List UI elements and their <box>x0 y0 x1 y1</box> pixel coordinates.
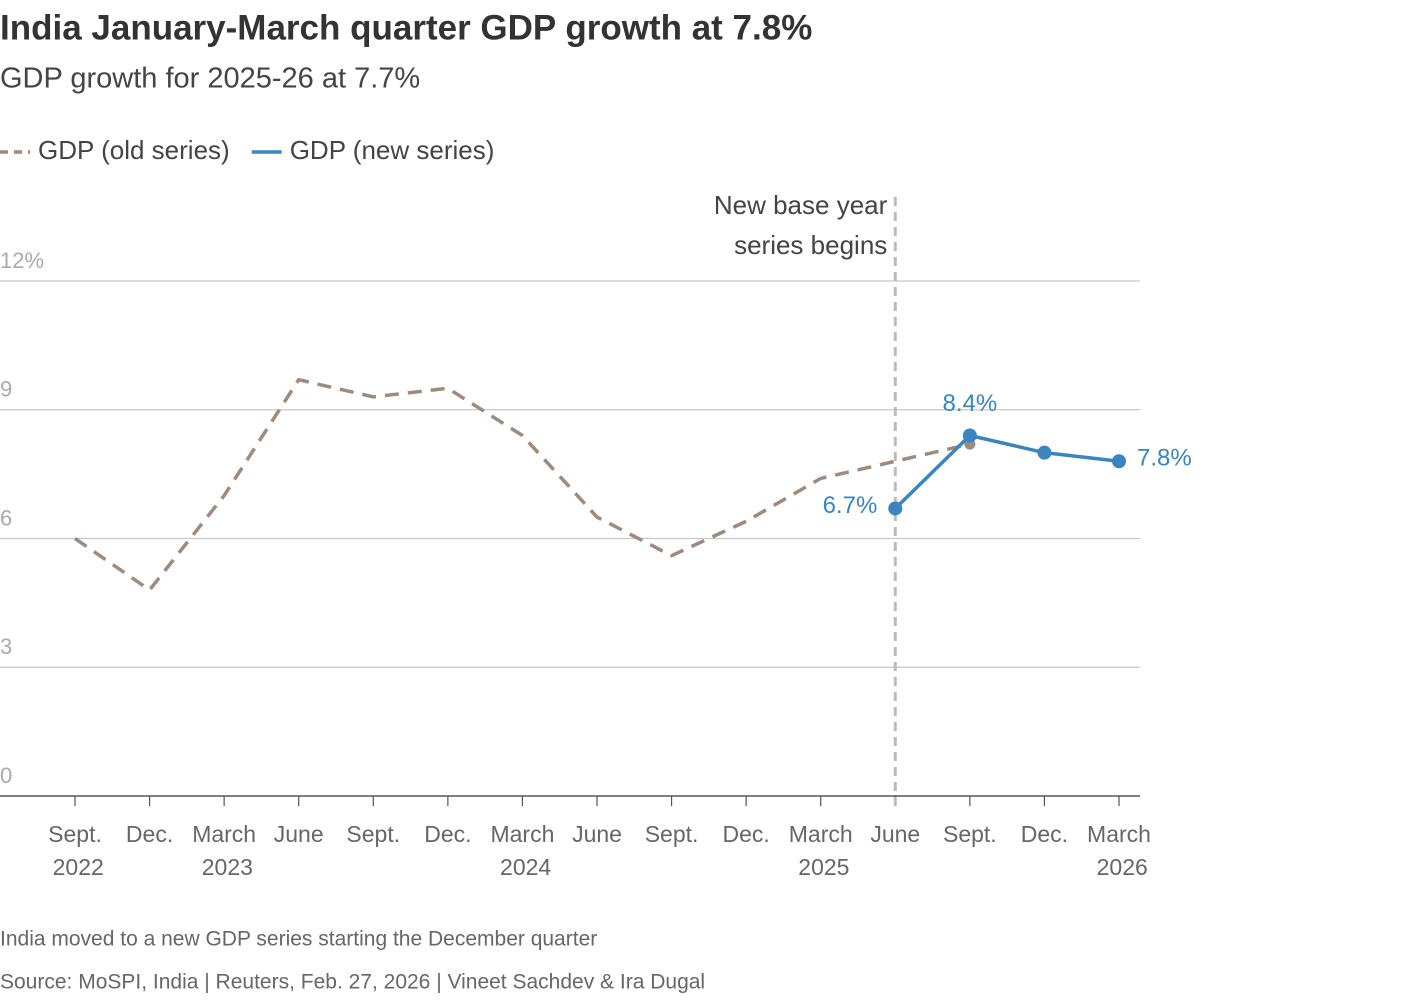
y-tick-label: 0 <box>0 763 12 788</box>
point <box>1112 454 1126 469</box>
x-tick-label: Sept. <box>645 821 699 847</box>
chart-title: India January-March quarter GDP growth a… <box>0 8 812 47</box>
y-tick-label: 3 <box>0 634 12 659</box>
legend-label: GDP (old series) <box>38 135 230 165</box>
x-tick-label: March 2024 <box>490 821 554 880</box>
x-tick-label: June <box>870 821 920 847</box>
annotation-text: New base year <box>714 190 888 220</box>
x-tick-label: March 2023 <box>192 821 256 880</box>
annotation-text: series begins <box>734 230 887 260</box>
series-line <box>894 433 1120 510</box>
x-tick-label: Dec. <box>424 821 471 847</box>
y-tick-label: 9 <box>0 377 12 402</box>
source: Source: MoSPI, India | Reuters, Feb. 27,… <box>0 971 705 994</box>
x-tick-label: June <box>572 821 622 847</box>
point <box>1037 445 1052 460</box>
x-tick-label: Sept. 2022 <box>46 821 104 880</box>
y-tick-label: 12% <box>0 248 44 273</box>
y-tick-label: 6 <box>0 505 12 530</box>
x-tick-label: June <box>274 821 324 847</box>
x-tick-label: March 2026 <box>1087 821 1151 880</box>
x-tick-label: Dec. <box>1021 821 1068 847</box>
x-tick-label: Sept. <box>346 821 400 847</box>
legend-label: GDP (new series) <box>290 135 495 165</box>
data-label: 7.8% <box>1137 445 1192 472</box>
x-tick-label: March 2025 <box>789 821 853 880</box>
data-label: 8.4% <box>943 390 998 417</box>
point <box>962 428 977 443</box>
x-tick-label: Dec. <box>126 821 173 847</box>
chart-subtitle: GDP growth for 2025-26 at 7.7% <box>0 63 420 95</box>
note: India moved to a new GDP series starting… <box>0 928 597 951</box>
point <box>888 501 903 516</box>
x-tick-label: Sept. <box>943 821 997 847</box>
series-line <box>74 377 971 592</box>
x-tick-label: Dec. <box>722 821 769 847</box>
data-label: 6.7% <box>823 492 878 519</box>
